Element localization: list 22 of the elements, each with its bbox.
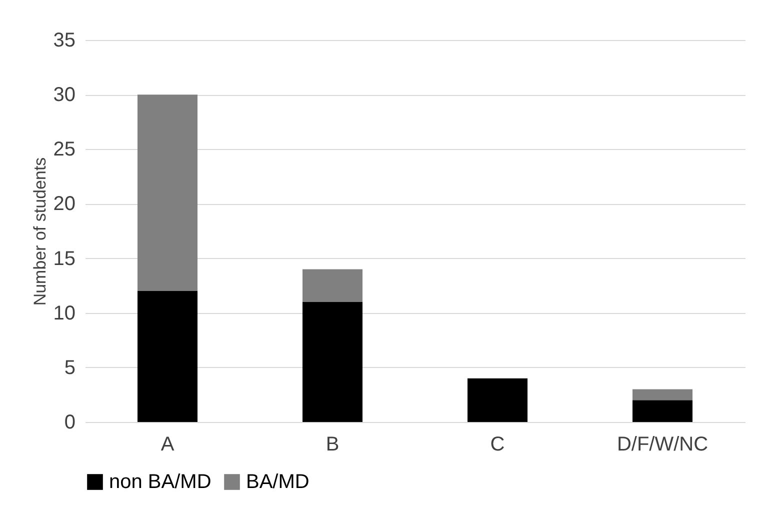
y-tick-label: 30 <box>53 84 76 106</box>
bar <box>138 291 198 422</box>
bar <box>302 269 362 302</box>
bar <box>468 378 528 422</box>
y-tick-label: 35 <box>53 30 76 52</box>
y-tick-label: 20 <box>53 193 76 216</box>
y-tick-label: 0 <box>64 412 76 434</box>
y-tick-label: 5 <box>64 356 76 379</box>
bar <box>632 400 692 422</box>
x-tick-label: B <box>326 434 340 456</box>
y-tick-label: 25 <box>53 138 76 161</box>
bar <box>138 94 198 292</box>
legend-label: non BA/MD <box>109 471 212 493</box>
y-tick-label: 15 <box>53 248 76 270</box>
x-tick-label: C <box>490 434 505 456</box>
legend-label: BA/MD <box>246 471 310 493</box>
x-tick-label: A <box>160 434 175 456</box>
y-axis-title: Number of students <box>30 157 50 306</box>
bar <box>632 389 692 400</box>
bar <box>302 302 362 422</box>
y-tick-label: 10 <box>53 302 76 324</box>
x-tick-label: D/F/W/NC <box>616 434 708 456</box>
